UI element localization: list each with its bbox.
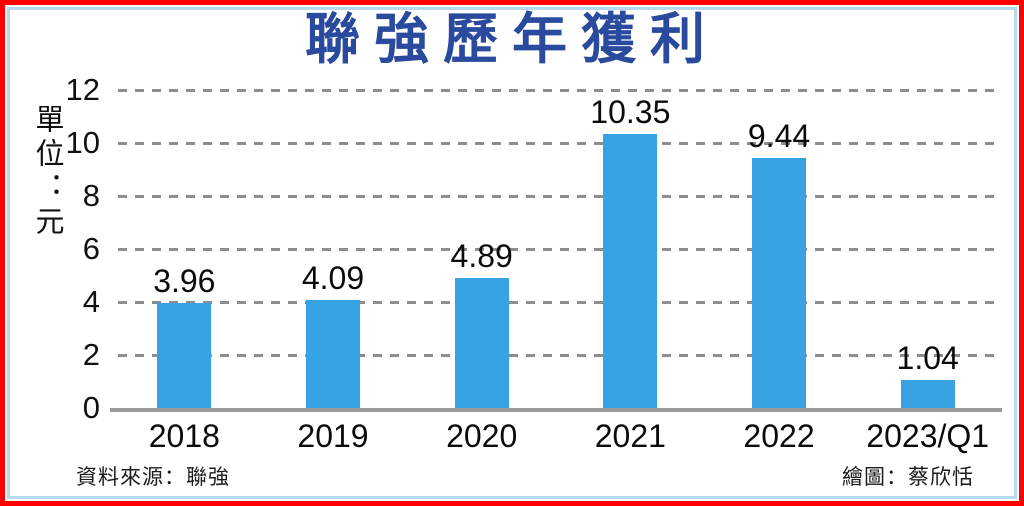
- bar-value-label-2018: 3.96: [153, 263, 216, 300]
- bar-slots: 3.96 2018 4.09 2019 4.89 2020 10.35 2021 9.44 202…: [110, 90, 1002, 452]
- bar-2019: [306, 299, 360, 408]
- x-tick-label-2019: 2019: [297, 418, 369, 454]
- chart-title: 聯強歷年獲利: [304, 8, 719, 70]
- y-tick-label-6: 6: [82, 231, 100, 266]
- y-tick-label-10: 10: [65, 125, 100, 160]
- source-note: 資料來源：聯強: [76, 466, 230, 489]
- x-tick-label-2020: 2020: [446, 418, 518, 454]
- bar-group-2022: 9.44 2022: [705, 90, 854, 452]
- gridline-10: [118, 142, 1000, 145]
- bar-group-2023/Q1: 1.04 2023/Q1: [853, 90, 1002, 452]
- y-tick-label-2: 2: [82, 337, 100, 372]
- chart-inner-frame: 聯強歷年獲利 單位：元 0 2 4 6 8 10 12 3.96 2018 4.09 2019 4.…: [7, 7, 1017, 499]
- bar-value-label-2022: 9.44: [747, 117, 811, 154]
- bar-2020: [454, 278, 509, 408]
- bar-2018: [157, 303, 212, 408]
- y-tick-label-0: 0: [82, 390, 100, 425]
- bar-value-label-2020: 4.89: [450, 238, 513, 275]
- y-axis-ticks: 0 2 4 6 8 10 12: [10, 72, 100, 425]
- y-tick-label-8: 8: [82, 178, 100, 213]
- gridline-6: [118, 248, 1000, 251]
- y-axis-unit-label: 單位：元: [31, 104, 63, 240]
- y-tick-label-4: 4: [82, 284, 100, 319]
- credit-note: 繪圖：蔡欣恬: [842, 466, 974, 489]
- gridline-2: [118, 354, 1000, 357]
- gridline-12: [118, 89, 1000, 92]
- y-tick-label-12: 12: [65, 72, 100, 107]
- bar-group-2018: 3.96 2018: [110, 90, 259, 452]
- x-tick-label-2023/Q1: 2023/Q1: [866, 418, 990, 454]
- bar-value-label-2021: 10.35: [590, 93, 671, 130]
- x-tick-label-2021: 2021: [594, 418, 666, 454]
- bar-2023/Q1: [900, 380, 955, 408]
- x-tick-label-2022: 2022: [743, 418, 815, 454]
- gridline-8: [118, 195, 1000, 198]
- gridline-4: [118, 301, 1000, 304]
- bar-value-label-2019: 4.09: [301, 259, 365, 296]
- bar-group-2021: 10.35 2021: [556, 90, 705, 452]
- bar-value-label-2023/Q1: 1.04: [896, 340, 959, 377]
- bar-2021: [603, 133, 658, 408]
- x-tick-label-2018: 2018: [148, 418, 220, 454]
- bar-group-2020: 4.89 2020: [407, 90, 556, 452]
- bar-group-2019: 4.09 2019: [259, 90, 408, 452]
- bar-2022: [752, 157, 807, 408]
- plot-area: 3.96 2018 4.09 2019 4.89 2020 10.35 2021 9.44 202…: [110, 89, 1002, 452]
